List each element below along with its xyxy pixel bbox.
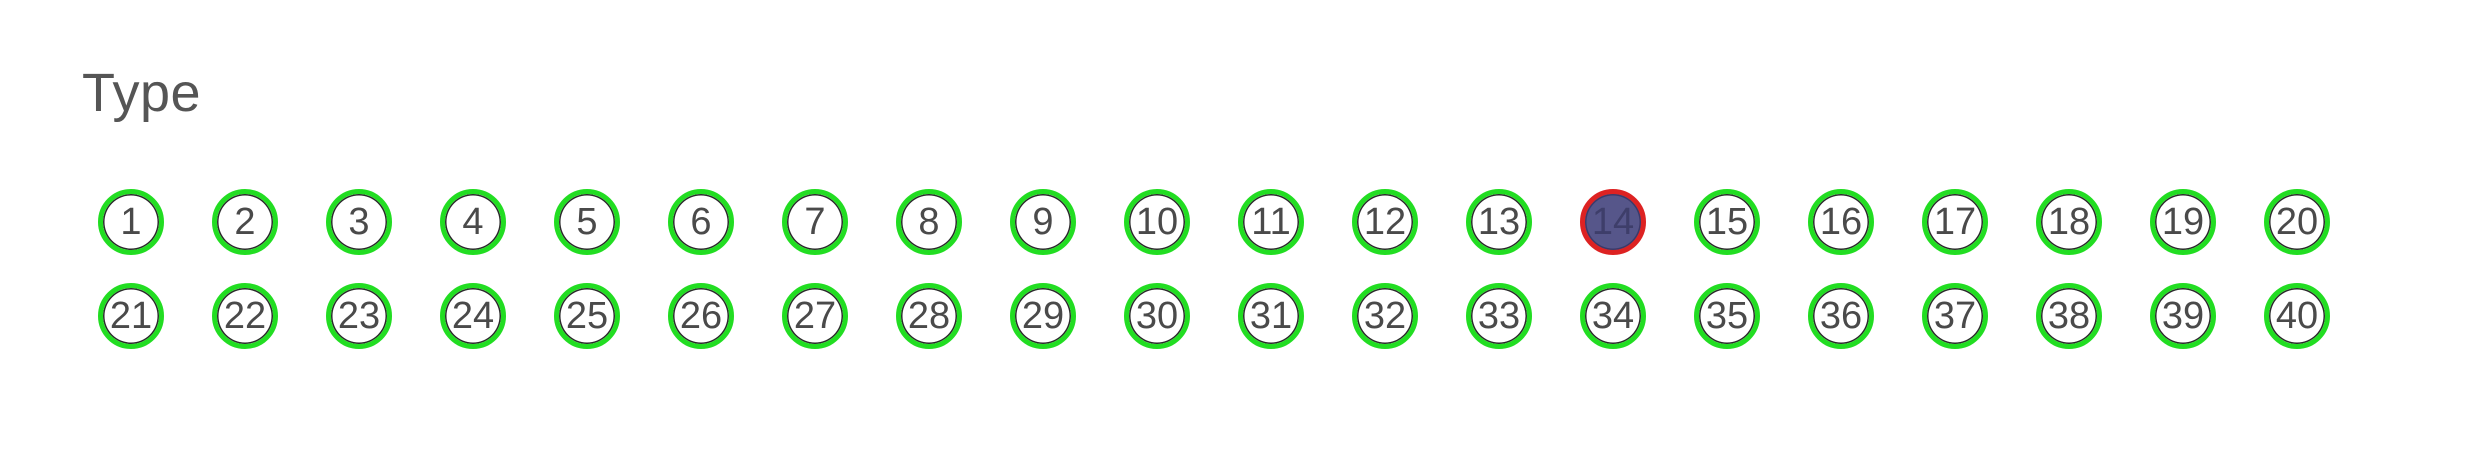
type-option[interactable]: 21 [98, 283, 164, 349]
type-option[interactable]: 17 [1922, 189, 1988, 255]
type-option[interactable]: 20 [2264, 189, 2330, 255]
type-option[interactable]: 38 [2036, 283, 2102, 349]
type-option[interactable]: 35 [1694, 283, 1760, 349]
type-option[interactable]: 9 [1010, 189, 1076, 255]
type-option[interactable]: 37 [1922, 283, 1988, 349]
type-option[interactable]: 18 [2036, 189, 2102, 255]
type-option[interactable]: 2 [212, 189, 278, 255]
type-option[interactable]: 12 [1352, 189, 1418, 255]
type-option[interactable]: 23 [326, 283, 392, 349]
type-option[interactable]: 8 [896, 189, 962, 255]
type-option[interactable]: 30 [1124, 283, 1190, 349]
type-option[interactable]: 24 [440, 283, 506, 349]
section-title: Type [82, 63, 202, 123]
type-option[interactable]: 34 [1580, 283, 1646, 349]
type-option[interactable]: 22 [212, 283, 278, 349]
type-option[interactable]: 4 [440, 189, 506, 255]
type-option[interactable]: 27 [782, 283, 848, 349]
type-option[interactable]: 25 [554, 283, 620, 349]
type-option[interactable]: 26 [668, 283, 734, 349]
type-option[interactable]: 40 [2264, 283, 2330, 349]
type-option[interactable]: 3 [326, 189, 392, 255]
type-option[interactable]: 36 [1808, 283, 1874, 349]
type-option[interactable]: 10 [1124, 189, 1190, 255]
type-option-selected[interactable]: 14 [1580, 189, 1646, 255]
type-option[interactable]: 29 [1010, 283, 1076, 349]
type-option[interactable]: 39 [2150, 283, 2216, 349]
type-option[interactable]: 6 [668, 189, 734, 255]
type-option[interactable]: 31 [1238, 283, 1304, 349]
type-option[interactable]: 32 [1352, 283, 1418, 349]
type-option[interactable]: 15 [1694, 189, 1760, 255]
type-option[interactable]: 11 [1238, 189, 1304, 255]
type-option[interactable]: 28 [896, 283, 962, 349]
type-option[interactable]: 16 [1808, 189, 1874, 255]
type-option[interactable]: 19 [2150, 189, 2216, 255]
type-option[interactable]: 7 [782, 189, 848, 255]
type-option[interactable]: 5 [554, 189, 620, 255]
type-option[interactable]: 13 [1466, 189, 1532, 255]
type-option-grid: 1 2 3 4 5 6 7 8 9 10 11 12 13 14 15 16 17 18 19 20 21 22 23 24 2… [74, 175, 2354, 363]
type-option[interactable]: 33 [1466, 283, 1532, 349]
type-option[interactable]: 1 [98, 189, 164, 255]
